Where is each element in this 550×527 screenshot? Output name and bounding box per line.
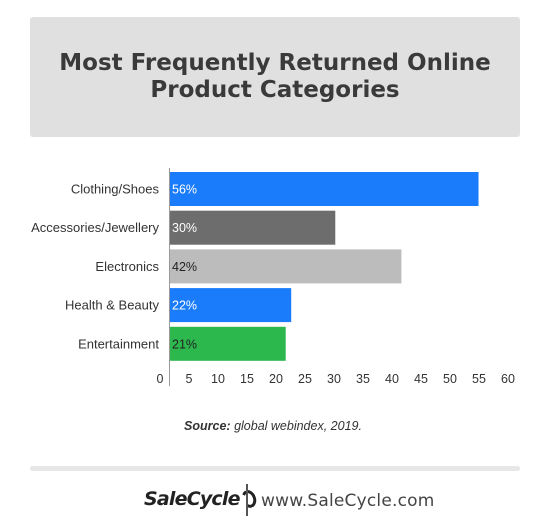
bar <box>170 288 292 323</box>
category-label: Health & Beauty <box>65 298 159 313</box>
footer: SaleCycle www.SaleCycle.com <box>0 482 550 518</box>
chart-title: Most Frequently Returned Online Product … <box>59 50 491 103</box>
bar <box>170 249 402 284</box>
x-tick-label: 15 <box>240 372 254 386</box>
salecycle-logo: SaleCycle <box>144 488 259 510</box>
category-label: Accessories/Jewellery <box>31 220 159 235</box>
x-tick-label: 20 <box>269 372 283 386</box>
data-label: 22% <box>172 299 197 313</box>
x-tick-label: 45 <box>414 372 428 386</box>
category-label: Clothing/Shoes <box>71 182 160 197</box>
source-text: global webindex, 2019. <box>230 419 362 433</box>
x-tick-label: 35 <box>356 372 370 386</box>
data-label: 42% <box>172 260 197 274</box>
footer-divider <box>246 484 248 516</box>
data-label: 56% <box>172 183 197 197</box>
x-tick-label: 5 <box>186 372 193 386</box>
x-tick-label: 40 <box>385 372 399 386</box>
website-link[interactable]: www.SaleCycle.com <box>261 491 435 511</box>
x-tick-label: 60 <box>501 372 515 386</box>
bar <box>170 172 479 206</box>
data-label: 21% <box>172 337 197 351</box>
category-label: Entertainment <box>78 336 159 351</box>
bar <box>170 326 286 361</box>
logo-mark-icon <box>239 488 259 510</box>
title-box: Most Frequently Returned Online Product … <box>30 17 520 137</box>
x-tick-label: 0 <box>157 372 164 386</box>
x-tick-label: 10 <box>211 372 225 386</box>
data-label: 30% <box>172 221 197 235</box>
bar <box>170 210 336 245</box>
x-tick-label: 50 <box>443 372 457 386</box>
source-label: Source: <box>184 419 231 433</box>
x-tick-label: 55 <box>472 372 486 386</box>
logo-text: SaleCycle <box>144 488 241 510</box>
source-note: Source: global webindex, 2019. <box>0 419 546 433</box>
x-tick-label: 30 <box>327 372 341 386</box>
bar-chart: Clothing/Shoes 56% Accessories/Jewellery 30… <box>31 168 515 386</box>
x-tick-label: 25 <box>298 372 312 386</box>
footer-divider-line <box>30 466 520 471</box>
category-label: Electronics <box>95 259 159 274</box>
